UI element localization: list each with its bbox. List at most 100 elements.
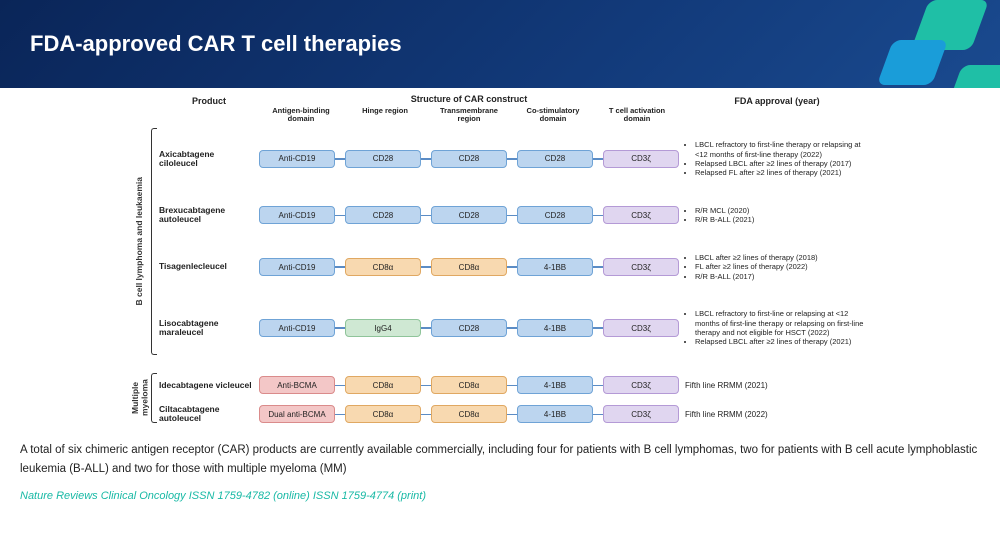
domain-pill: CD3ζ (603, 150, 679, 168)
therapy-row: Axicabtagene ciloleucel Anti-CD19CD28CD2… (159, 135, 869, 182)
therapy-row: Brexucabtagene autoleucel Anti-CD19CD28C… (159, 201, 869, 229)
caption-text: A total of six chimeric antigen receptor… (20, 441, 980, 480)
connector-line (593, 327, 603, 329)
header-row: Product Structure of CAR construct Antig… (159, 94, 869, 126)
therapy-group: Axicabtagene ciloleucel Anti-CD19 CD28 CD2… (159, 126, 869, 361)
construct-chain: Anti-CD19CD28CD28CD28CD3ζ (259, 206, 679, 224)
connector-line (335, 266, 345, 268)
connector-line (507, 158, 517, 160)
source-citation: Nature Reviews Clinical Oncology ISSN 17… (20, 490, 980, 502)
domain-pill: 4-1BB (517, 405, 593, 423)
fda-cell: LBCL refractory to first-line or relapsi… (679, 309, 869, 347)
fda-text: Fifth line RRMM (2021) (685, 381, 869, 390)
product-name: Brexucabtagene autoleucel (159, 206, 259, 225)
fda-bullets: LBCL refractory to first-line therapy or… (685, 140, 869, 178)
therapy-row: Lisocabtagene maraleucel Anti-CD19IgG4CD… (159, 304, 869, 351)
construct-chain: Anti-CD19CD28CD28CD28CD3ζ (259, 150, 679, 168)
connector-line (507, 414, 517, 416)
fda-bullet: Relapsed LBCL after ≥2 lines of therapy … (695, 159, 869, 168)
structure-cell: Anti-BCMACD8αCD8α4-1BBCD3ζ (259, 376, 679, 394)
fda-bullet: LBCL refractory to first-line therapy or… (695, 140, 869, 159)
fda-cell: Fifth line RRMM (2022) (679, 410, 869, 419)
product-name: Lisocabtagene maraleucel (159, 319, 259, 338)
col-header-product: Product (159, 94, 259, 126)
group-bracket (149, 124, 159, 359)
group-vertical-label: B cell lymphoma and leukaemia (131, 124, 149, 359)
domain-pill: IgG4 (345, 319, 421, 337)
fda-bullet: Relapsed LBCL after ≥2 lines of therapy … (695, 337, 869, 346)
fda-cell: R/R MCL (2020)R/R B-ALL (2021) (679, 206, 869, 225)
domain-pill: CD8α (345, 258, 421, 276)
connector-line (421, 215, 431, 217)
sub-header-cell: T cell activation domain (595, 107, 679, 124)
fda-bullets: R/R MCL (2020)R/R B-ALL (2021) (685, 206, 869, 225)
fda-bullet: R/R B-ALL (2017) (695, 272, 869, 281)
domain-pill: Anti-CD19 (259, 258, 335, 276)
fda-text: Fifth line RRMM (2022) (685, 410, 869, 419)
connector-line (507, 385, 517, 387)
fda-bullets: LBCL after ≥2 lines of therapy (2018)FL … (685, 253, 869, 281)
car-t-diagram: B cell lymphoma and leukaemia Multiple m… (20, 94, 980, 429)
connector-line (335, 414, 345, 416)
deco-square-icon (948, 65, 1000, 88)
structure-cell: Anti-CD19IgG4CD284-1BBCD3ζ (259, 319, 679, 337)
sub-header-cell: Transmembrane region (427, 107, 511, 124)
fda-bullet: R/R MCL (2020) (695, 206, 869, 215)
construct-chain: Dual anti-BCMA CD8α CD8α 4-1BB CD3ζ (259, 405, 679, 423)
sub-header-row: Antigen-binding domainHinge regionTransm… (259, 107, 679, 124)
domain-pill: CD8α (431, 376, 507, 394)
connector-line (593, 414, 603, 416)
domain-pill: CD28 (517, 206, 593, 224)
domain-pill: CD8α (431, 405, 507, 423)
product-name: Tisagenlecleucel (159, 262, 259, 271)
domain-pill: CD8α (345, 405, 421, 423)
col-header-structure: Structure of CAR construct Antigen-bindi… (259, 94, 679, 126)
connector-line (335, 385, 345, 387)
domain-pill: CD3ζ (603, 258, 679, 276)
fda-cell: LBCL refractory to first-line therapy or… (679, 140, 869, 178)
connector-line (421, 158, 431, 160)
domain-pill: CD28 (345, 206, 421, 224)
construct-chain: Anti-CD19IgG4CD284-1BBCD3ζ (259, 319, 679, 337)
connector-line (335, 215, 345, 217)
sub-header-cell: Hinge region (343, 107, 427, 124)
product-name: Ciltacabtagene autoleucel (159, 405, 259, 424)
structure-cell: Dual anti-BCMA CD8α CD8α 4-1BB CD3ζ (259, 405, 679, 423)
domain-pill: Dual anti-BCMA (259, 405, 335, 423)
therapy-row: Idecabtagene vicleucel Anti-BCMACD8αCD8α… (159, 371, 869, 398)
domain-pill: CD8α (345, 376, 421, 394)
domain-pill: Anti-CD19 (259, 150, 335, 168)
domain-pill: CD8α (431, 258, 507, 276)
domain-pill: 4-1BB (517, 376, 593, 394)
fda-cell: Fifth line RRMM (2021) (679, 381, 869, 390)
therapy-group: Idecabtagene vicleucel Anti-BCMACD8αCD8α… (159, 371, 869, 429)
domain-pill: CD3ζ (603, 405, 679, 423)
therapy-row: Tisagenlecleucel Anti-CD19 CD8α CD8α 4-1BB C… (159, 248, 869, 285)
fda-bullet: Relapsed FL after ≥2 lines of therapy (2… (695, 168, 869, 177)
slide-content: B cell lymphoma and leukaemia Multiple m… (0, 88, 1000, 502)
domain-pill: CD28 (431, 206, 507, 224)
connector-line (421, 327, 431, 329)
slide-title: FDA-approved CAR T cell therapies (30, 31, 402, 57)
domain-pill: CD28 (431, 319, 507, 337)
product-name: Idecabtagene vicleucel (159, 381, 259, 390)
fda-cell: LBCL after ≥2 lines of therapy (2018)FL … (679, 253, 869, 281)
connector-line (507, 266, 517, 268)
domain-pill: CD28 (517, 150, 593, 168)
group-vertical-label: Multiple myeloma (131, 369, 149, 427)
connector-line (421, 266, 431, 268)
sub-header-cell: Antigen-binding domain (259, 107, 343, 124)
fda-bullet: FL after ≥2 lines of therapy (2022) (695, 262, 869, 271)
connector-line (593, 266, 603, 268)
connector-line (593, 158, 603, 160)
fda-bullet: LBCL refractory to first-line or relapsi… (695, 309, 869, 337)
connector-line (421, 385, 431, 387)
deco-square-icon (877, 40, 948, 85)
slide-header: FDA-approved CAR T cell therapies (0, 0, 1000, 88)
sub-header-cell: Co-stimulatory domain (511, 107, 595, 124)
product-name: Axicabtagene ciloleucel (159, 150, 259, 169)
connector-line (421, 414, 431, 416)
fda-bullet: R/R B-ALL (2021) (695, 215, 869, 224)
domain-pill: 4-1BB (517, 258, 593, 276)
fda-bullet: LBCL after ≥2 lines of therapy (2018) (695, 253, 869, 262)
